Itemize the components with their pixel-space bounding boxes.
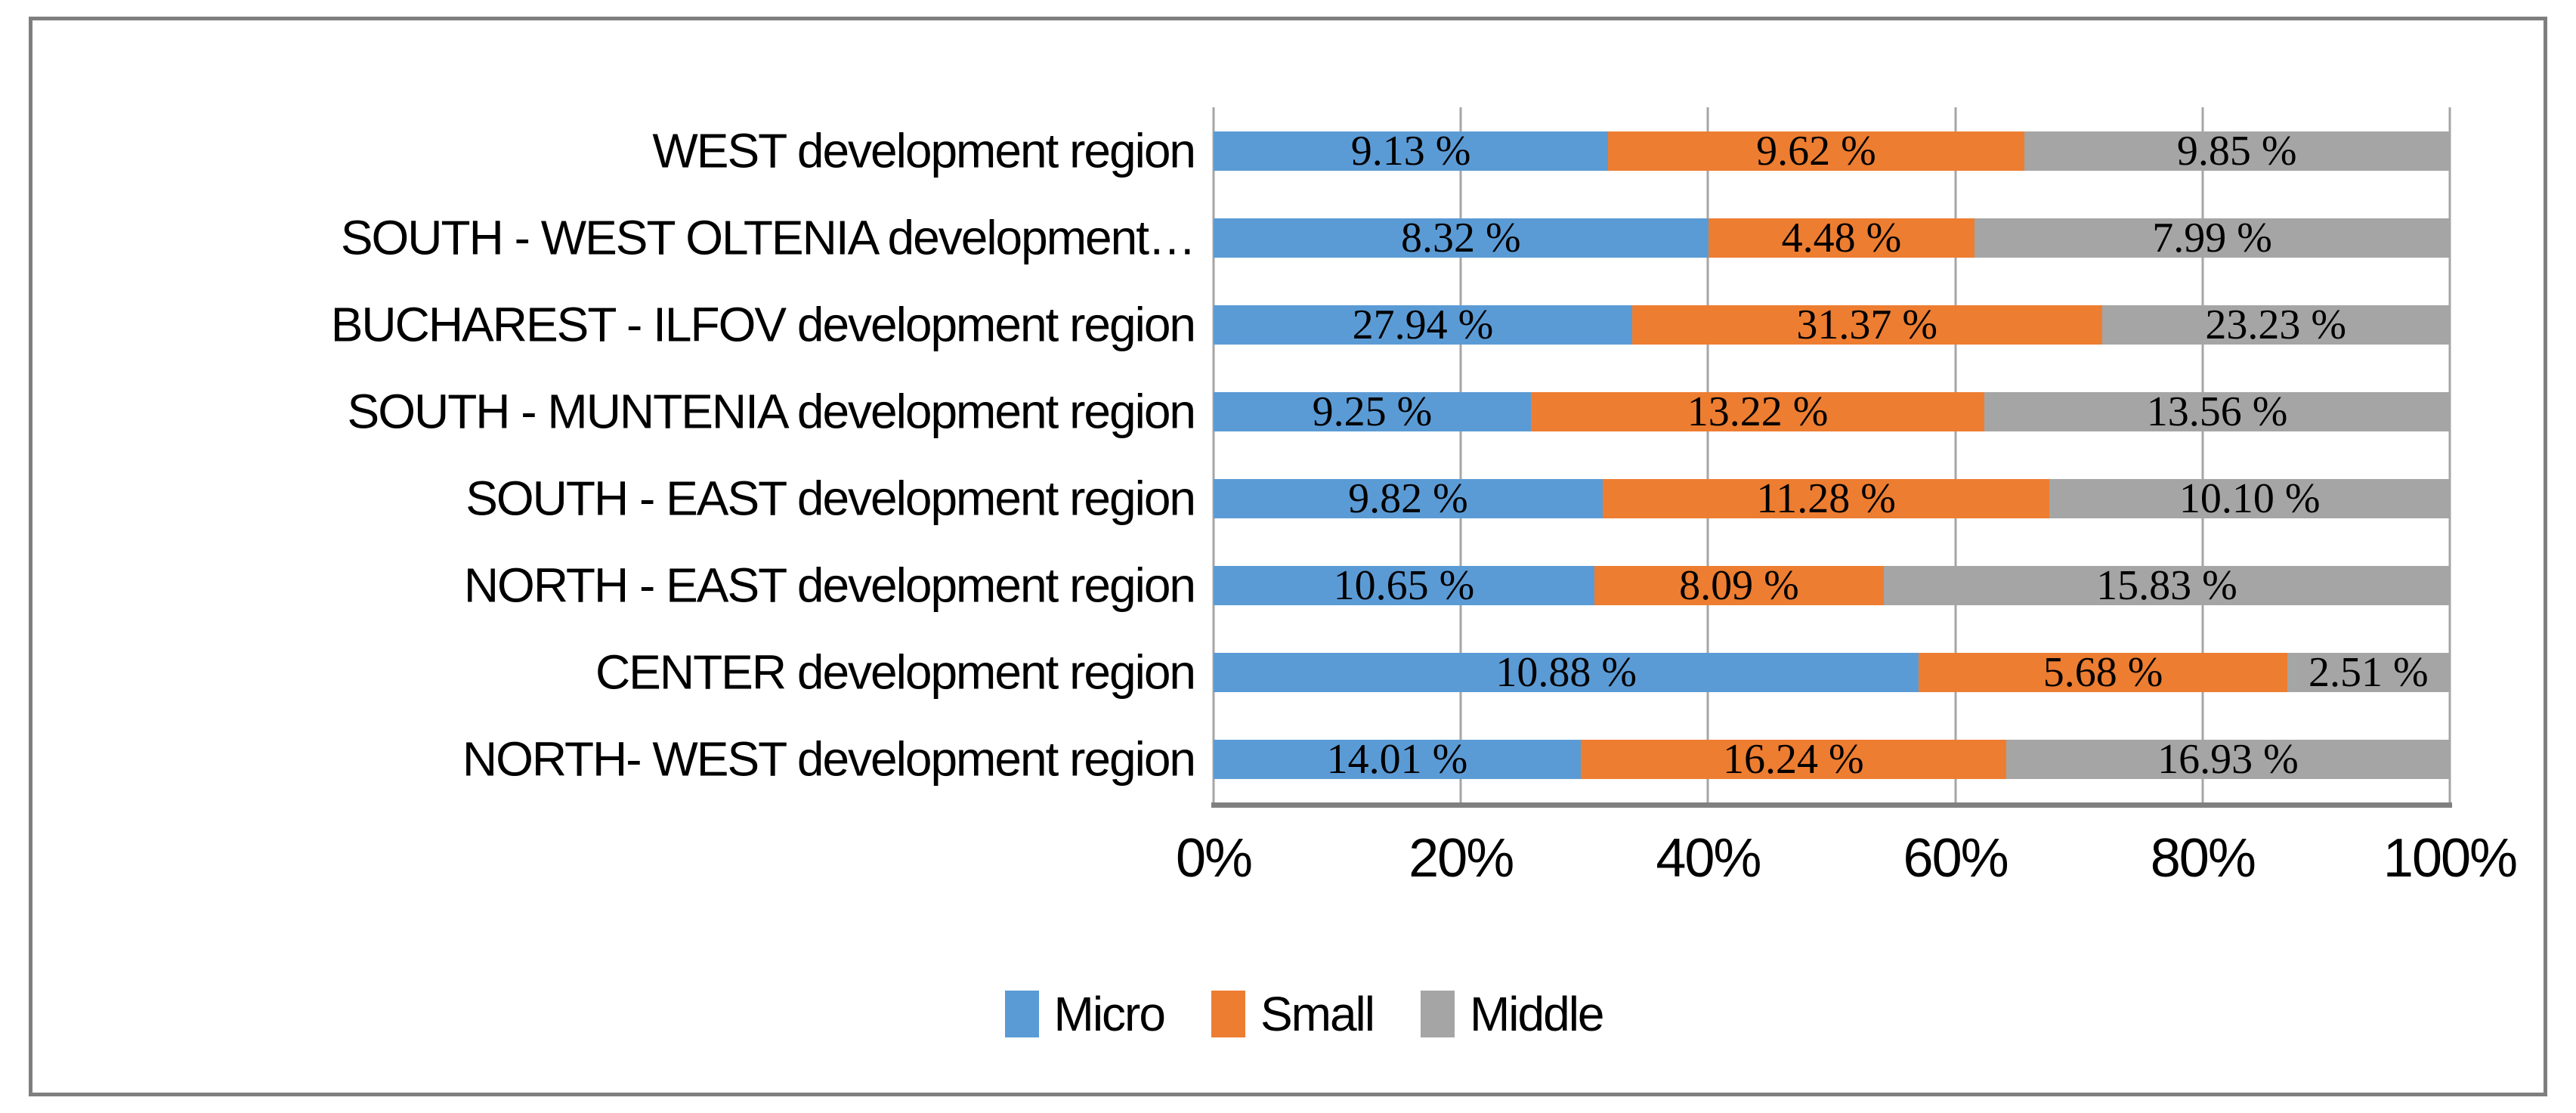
bar-segment-small: 13.22 % [1531, 388, 1985, 435]
x-tick-label: 40% [1656, 828, 1761, 889]
bar-segment-label: 27.94 % [1352, 301, 1494, 348]
gridline [2448, 107, 2451, 802]
category-label: WEST development region [652, 122, 1196, 178]
bar-segment-label: 10.65 % [1333, 561, 1475, 609]
bar-segment-small: 8.09 % [1594, 561, 1884, 609]
x-tick-label: 80% [2150, 828, 2256, 889]
bar-segment-label: 7.99 % [2152, 214, 2272, 261]
category-label: BUCHAREST - ILFOV development region [330, 296, 1196, 351]
legend: Micro Small Middle [32, 986, 2544, 1042]
bar-segment-small: 16.24 % [1580, 735, 2006, 783]
gridline [2201, 107, 2204, 802]
bar-segment-label: 8.32 % [1401, 214, 1521, 261]
category-label: NORTH - EAST development region [463, 557, 1196, 612]
bar-segment-middle: 13.56 % [1984, 388, 2450, 435]
x-tick-label: 60% [1903, 828, 2009, 889]
bar-segment-middle: 10.10 % [2049, 475, 2450, 522]
bar-segment-micro: 9.82 % [1214, 475, 1603, 522]
legend-label: Middle [1469, 987, 1605, 1041]
bar-segment-middle: 7.99 % [1975, 214, 2450, 261]
bar-segment-label: 10.88 % [1495, 648, 1637, 696]
bar-segment-micro: 27.94 % [1214, 301, 1632, 348]
bar-segment-small: 31.37 % [1631, 301, 2102, 348]
bar-segment-micro: 8.32 % [1214, 214, 1709, 261]
bar-segment-middle: 9.85 % [2024, 127, 2450, 175]
bar-segment-small: 9.62 % [1608, 127, 2024, 175]
bar-row: 9.82 % 11.28 % 10.10 % [1214, 475, 2450, 522]
bar-segment-micro: 14.01 % [1214, 735, 1581, 783]
legend-label: Small [1260, 987, 1375, 1041]
bar-segment-label: 11.28 % [1756, 475, 1896, 522]
bar-segment-middle: 2.51 % [2287, 648, 2450, 696]
bar-segment-label: 4.48 % [1781, 214, 1902, 261]
x-tick-label: 100% [2383, 828, 2518, 889]
bar-segment-small: 4.48 % [1708, 214, 1975, 261]
bar-segment-small: 11.28 % [1602, 475, 2050, 522]
chart-frame: 9.13 % 9.62 % 9.85 % 8.32 % 4.48 % 7.99 % 27.9… [29, 17, 2547, 1096]
bar-segment-micro: 10.88 % [1214, 648, 1919, 696]
category-label: SOUTH - WEST OLTENIA development… [340, 209, 1196, 264]
bar-segment-label: 14.01 % [1326, 735, 1468, 783]
x-tick-label: 0% [1175, 828, 1253, 889]
gridline [1706, 107, 1709, 802]
category-label: SOUTH - EAST development region [465, 470, 1196, 525]
bar-row: 27.94 % 31.37 % 23.23 % [1214, 301, 2450, 348]
legend-item-middle: Middle [1420, 986, 1605, 1042]
bar-row: 8.32 % 4.48 % 7.99 % [1214, 214, 2450, 261]
bar-segment-middle: 23.23 % [2101, 301, 2450, 348]
legend-swatch-small [1211, 991, 1245, 1037]
bar-segment-label: 9.25 % [1312, 388, 1433, 435]
bar-segment-label: 16.24 % [1723, 735, 1864, 783]
gridline [1954, 107, 1957, 802]
bar-segment-label: 9.85 % [2176, 127, 2297, 175]
bar-segment-label: 15.83 % [2096, 561, 2237, 609]
bar-row: 9.25 % 13.22 % 13.56 % [1214, 388, 2450, 435]
bar-segment-label: 13.22 % [1687, 388, 1829, 435]
category-label: CENTER development region [595, 644, 1196, 699]
gridline [1212, 107, 1215, 802]
gridline [1459, 107, 1462, 802]
bar-row: 10.88 % 5.68 % 2.51 % [1214, 648, 2450, 696]
plot-area: 9.13 % 9.62 % 9.85 % 8.32 % 4.48 % 7.99 % 27.9… [1212, 107, 2451, 802]
bar-segment-label: 5.68 % [2043, 648, 2163, 696]
bar-segment-label: 9.82 % [1348, 475, 1468, 522]
bar-segment-label: 10.10 % [2179, 475, 2321, 522]
bar-segment-label: 9.13 % [1350, 127, 1471, 175]
x-axis-line [1211, 802, 2452, 808]
bar-segment-micro: 9.13 % [1214, 127, 1609, 175]
category-label: SOUTH - MUNTENIA development region [347, 383, 1197, 438]
legend-swatch-micro [1004, 991, 1039, 1037]
bar-row: 9.13 % 9.62 % 9.85 % [1214, 127, 2450, 175]
bar-segment-middle: 16.93 % [2005, 735, 2450, 783]
category-label: NORTH- WEST development region [462, 731, 1196, 786]
bar-segment-label: 9.62 % [1756, 127, 1876, 175]
legend-label: Micro [1053, 987, 1166, 1041]
bar-segment-middle: 15.83 % [1883, 561, 2450, 609]
legend-item-small: Small [1211, 986, 1375, 1042]
bar-segment-label: 16.93 % [2157, 735, 2299, 783]
bar-segment-micro: 10.65 % [1214, 561, 1594, 609]
bar-row: 14.01 % 16.24 % 16.93 % [1214, 735, 2450, 783]
bar-segment-micro: 9.25 % [1214, 388, 1531, 435]
legend-swatch-middle [1420, 991, 1455, 1037]
bar-segment-label: 8.09 % [1679, 561, 1799, 609]
bar-segment-label: 13.56 % [2146, 388, 2288, 435]
legend-item-micro: Micro [1004, 986, 1166, 1042]
bar-segment-label: 2.51 % [2308, 648, 2429, 696]
bar-segment-label: 31.37 % [1796, 301, 1937, 348]
x-tick-label: 20% [1409, 828, 1514, 889]
bar-row: 10.65 % 8.09 % 15.83 % [1214, 561, 2450, 609]
bar-segment-label: 23.23 % [2205, 301, 2347, 348]
bar-segment-small: 5.68 % [1919, 648, 2287, 696]
